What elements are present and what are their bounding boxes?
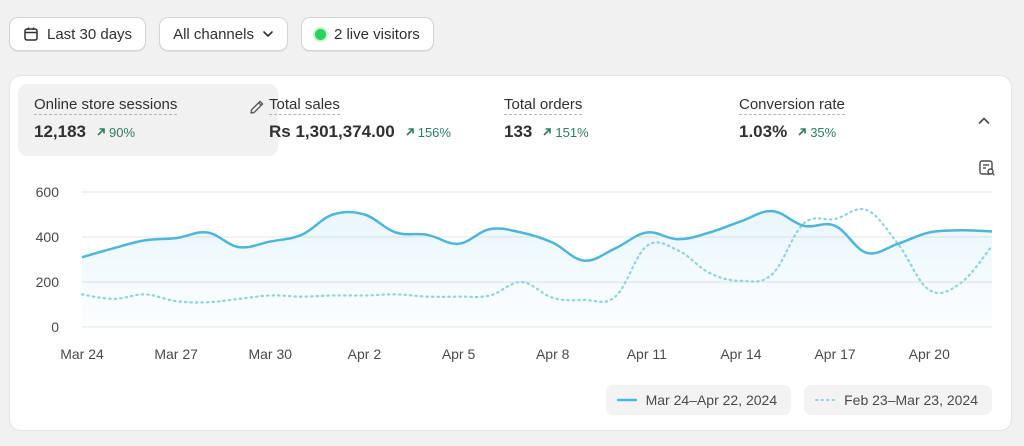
- metric-change: 151%: [542, 124, 589, 140]
- arrow-up-right-icon: [798, 128, 807, 136]
- live-dot-icon: [314, 28, 326, 40]
- x-tick-label: Apr 20: [909, 346, 950, 362]
- x-tick-label: Mar 30: [248, 346, 292, 362]
- legend-item-previous[interactable]: Feb 23–Mar 23, 2024: [804, 385, 992, 415]
- legend-label-previous: Feb 23–Mar 23, 2024: [844, 392, 978, 408]
- arrow-up-right-icon: [97, 128, 105, 136]
- x-tick-label: Mar 27: [154, 346, 198, 362]
- metric-value: Rs 1,301,374.00: [269, 122, 395, 141]
- metric-change-value: 90%: [109, 124, 136, 140]
- arrow-up-right-icon: [543, 128, 552, 136]
- calendar-icon: [23, 26, 39, 42]
- y-tick-label: 0: [51, 319, 59, 335]
- chevron-up-icon[interactable]: [977, 114, 991, 133]
- metric-change: 156%: [405, 125, 451, 140]
- legend-item-current[interactable]: Mar 24–Apr 22, 2024: [605, 385, 792, 415]
- metric-value: 1.03%: [739, 122, 788, 141]
- x-tick-label: Apr 2: [348, 346, 382, 362]
- metric-change: 35%: [797, 125, 836, 140]
- x-tick-label: Apr 5: [442, 346, 476, 362]
- metric-value: 12,183: [34, 122, 86, 141]
- sessions-chart: 0 200 400 600 Mar 24 Mar 27 Mar 30 Apr 2 Apr 5 A…: [36, 184, 994, 362]
- analytics-card: Online store sessions 12,183 90% Total s…: [9, 75, 1012, 431]
- metric-change-value: 151%: [555, 124, 589, 140]
- live-visitors-button[interactable]: 2 live visitors: [300, 17, 434, 51]
- pencil-icon[interactable]: [248, 98, 266, 121]
- metric-total-sales[interactable]: Total sales Rs 1,301,374.00 156%: [253, 84, 467, 156]
- x-tick-label: Apr 14: [720, 346, 761, 362]
- metric-conversion-rate[interactable]: Conversion rate 1.03% 35%: [723, 84, 861, 156]
- metric-label: Online store sessions: [34, 96, 178, 115]
- series-area-current: [82, 211, 992, 327]
- channels-label: All channels: [173, 25, 254, 43]
- metric-change-value: 35%: [810, 124, 837, 140]
- series-line-previous: [80, 207, 994, 304]
- date-range-label: Last 30 days: [47, 25, 133, 43]
- y-tick-label: 200: [36, 274, 60, 290]
- x-tick-label: Mar 24: [60, 346, 104, 362]
- chart-search-icon[interactable]: [978, 159, 996, 182]
- metric-value: 133: [504, 122, 533, 141]
- metric-label: Total sales: [269, 96, 340, 115]
- metric-change: 90%: [96, 125, 135, 140]
- legend-swatch-solid: [616, 398, 637, 402]
- metric-total-orders[interactable]: Total orders 133 151%: [488, 84, 605, 156]
- x-tick-label: Apr 11: [627, 346, 667, 362]
- filter-bar: Last 30 days All channels 2 live visitor…: [9, 17, 434, 51]
- arrow-up-right-icon: [406, 128, 414, 136]
- metric-change-value: 156%: [417, 124, 451, 140]
- series-line-current: [81, 209, 993, 262]
- legend-swatch-dotted: [815, 399, 836, 401]
- y-tick-label: 600: [36, 184, 60, 200]
- date-range-button[interactable]: Last 30 days: [9, 17, 147, 51]
- legend-label-current: Mar 24–Apr 22, 2024: [645, 392, 778, 408]
- chart-legend: Mar 24–Apr 22, 2024 Feb 23–Mar 23, 2024: [605, 385, 992, 415]
- x-tick-label: Apr 17: [814, 346, 855, 362]
- metric-sessions[interactable]: Online store sessions 12,183 90%: [18, 84, 278, 156]
- metric-label: Total orders: [504, 96, 583, 115]
- live-visitors-label: 2 live visitors: [333, 25, 420, 43]
- metric-label: Conversion rate: [739, 96, 845, 115]
- chevron-down-icon: [262, 28, 274, 40]
- x-tick-label: Apr 8: [536, 346, 570, 362]
- channels-dropdown[interactable]: All channels: [159, 17, 288, 51]
- y-tick-label: 400: [36, 229, 60, 245]
